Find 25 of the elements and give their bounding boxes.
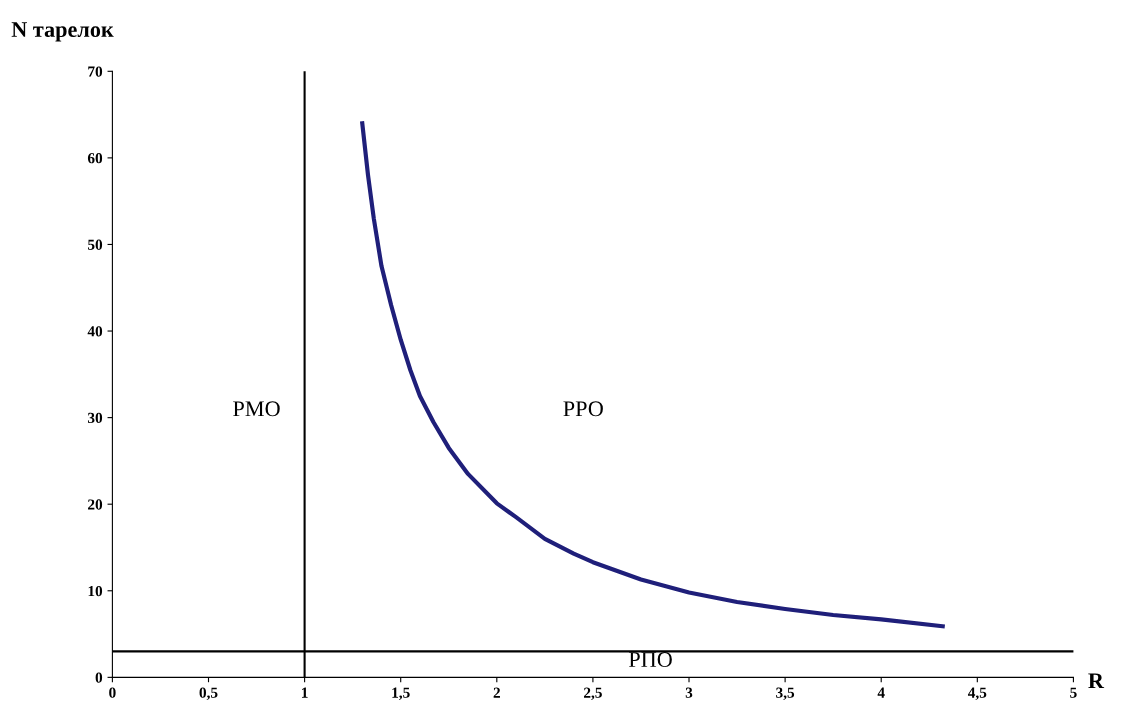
y-tick-label: 20 bbox=[88, 499, 103, 510]
x-tick-label: 1,5 bbox=[392, 687, 410, 701]
y-tick-label: 70 bbox=[88, 66, 103, 77]
x-tick-label: 3 bbox=[685, 687, 693, 698]
x-tick-label: 4 bbox=[877, 687, 885, 698]
x-axis-title: R bbox=[1088, 673, 1105, 689]
y-tick-label: 10 bbox=[88, 585, 103, 597]
annotation: РРО bbox=[563, 401, 603, 417]
x-tick-label: 2,5 bbox=[584, 687, 602, 701]
y-axis-title: N тарелок bbox=[11, 22, 114, 42]
x-tick-label: 3,5 bbox=[776, 687, 795, 701]
annotation: РМО bbox=[233, 401, 280, 417]
y-tick-label: 40 bbox=[87, 326, 103, 337]
y-tick-label: 50 bbox=[88, 239, 103, 250]
x-tick-label: 2 bbox=[493, 687, 500, 698]
y-tick-label: 60 bbox=[87, 153, 103, 164]
x-tick-label: 5 bbox=[1070, 687, 1077, 698]
ref-line-label: РПО bbox=[628, 652, 672, 668]
line-series bbox=[360, 121, 945, 629]
x-tick-label: 4,5 bbox=[967, 687, 987, 701]
x-tick-label: 0 bbox=[109, 687, 116, 698]
y-tick-label: 0 bbox=[95, 672, 103, 683]
x-tick-label: 1 bbox=[302, 687, 308, 698]
x-tick-label: 0,5 bbox=[199, 687, 218, 701]
y-tick-label: 30 bbox=[87, 412, 103, 424]
